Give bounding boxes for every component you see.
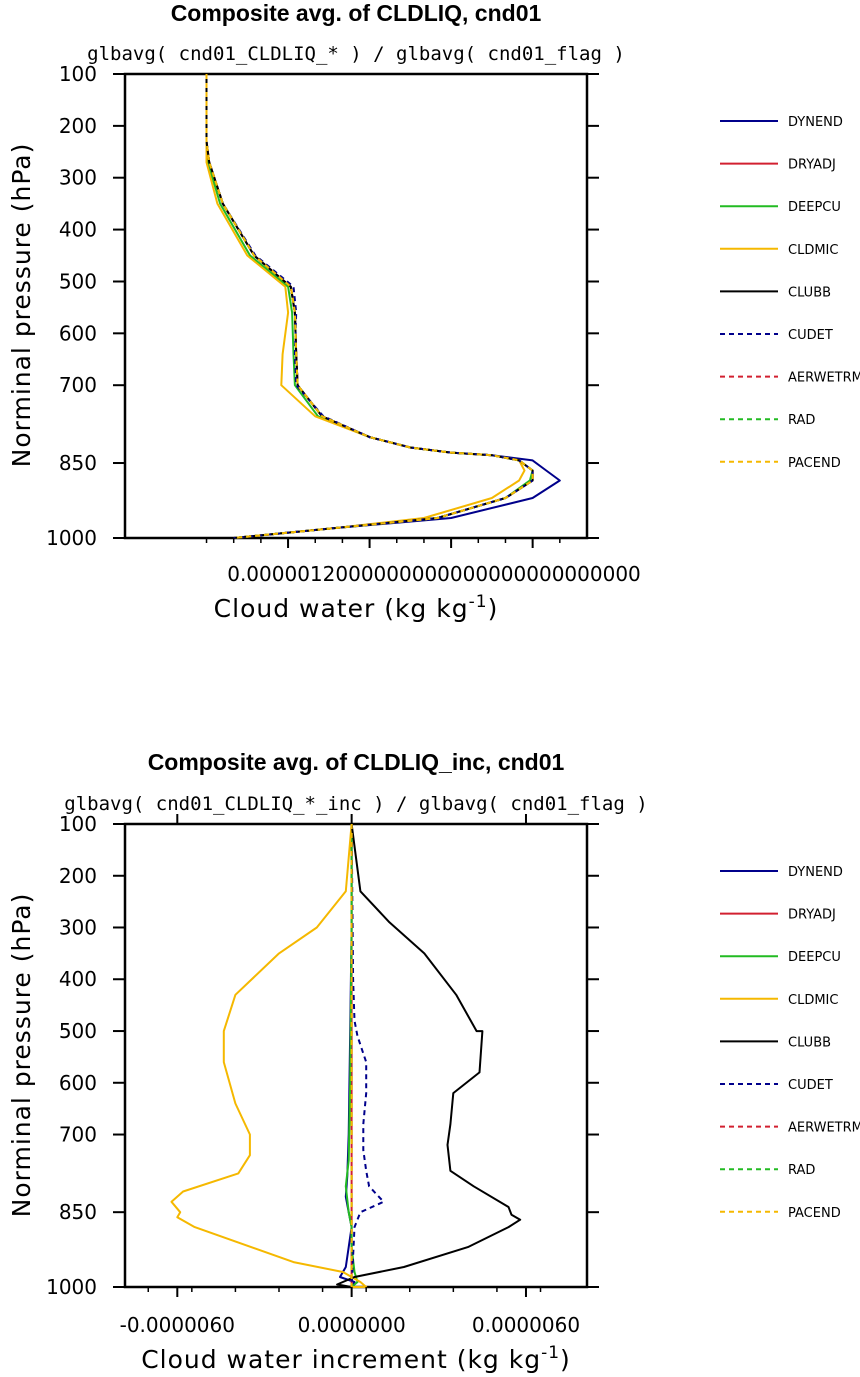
legend-label: RAD xyxy=(788,413,815,428)
legend-label: PACEND xyxy=(788,456,841,471)
axes-frame xyxy=(123,72,589,540)
bottom-panel: Composite avg. of CLDLIQ_inc, cnd01 glba… xyxy=(7,749,860,1374)
y-tick-label: 100 xyxy=(59,812,97,836)
y-axis-label: Norminal pressure (hPa) xyxy=(7,893,36,1218)
y-tick-labels: 100 200 300 400 500 600 700 850 1000 xyxy=(46,812,599,1299)
legend-label: DRYADJ xyxy=(788,158,836,173)
legend: DYNEND DRYADJ DEEPCU CLDMIC CLUBB CUDET AERWET… xyxy=(720,865,860,1221)
top-panel: Composite avg. of CLDLIQ, cnd01 glbavg( … xyxy=(7,0,860,623)
legend: DYNEND DRYADJ DEEPCU CLDMIC CLUBB CUDET AERWET… xyxy=(720,115,860,471)
series-line-cldmic xyxy=(170,823,368,1288)
plot-frame xyxy=(123,72,589,540)
y-tick-label: 400 xyxy=(59,218,97,242)
x-tick-labels: -0.0000060 0.0000000 0.0000060 xyxy=(120,814,580,1337)
y-tick-labels: 100 200 300 400 500 600 700 850 1000 xyxy=(46,62,599,550)
chart-title: Composite avg. of CLDLIQ_inc, cnd01 xyxy=(148,749,565,775)
chart-subtitle: glbavg( cnd01_CLDLIQ_*_inc ) / glbavg( c… xyxy=(64,793,647,815)
y-tick-label: 700 xyxy=(59,1123,97,1147)
legend-label: AERWETRM xyxy=(788,371,860,386)
series-line-cudet xyxy=(205,74,534,539)
y-tick-label: 400 xyxy=(59,967,97,991)
series-line-rad xyxy=(205,74,534,539)
legend-label: DYNEND xyxy=(788,865,843,880)
legend-label: DRYADJ xyxy=(788,908,836,923)
series-line-deepcu xyxy=(205,74,534,539)
x-axis-label-main: Cloud water increment (kg kg xyxy=(141,1345,541,1374)
y-tick-label: 500 xyxy=(59,270,97,294)
series-line-dynend xyxy=(205,74,561,539)
legend-label: RAD xyxy=(788,1163,815,1178)
y-tick-label: 200 xyxy=(59,864,97,888)
x-axis-label: Cloud water increment (kg kg-1) xyxy=(141,1343,571,1374)
series-group xyxy=(170,823,522,1288)
chart-subtitle: glbavg( cnd01_CLDLIQ_* ) / glbavg( cnd01… xyxy=(87,43,625,65)
series-line-dryadj xyxy=(205,74,534,539)
y-tick-label: 200 xyxy=(59,114,97,138)
legend-label: DEEPCU xyxy=(788,950,841,965)
y-tick-label: 1000 xyxy=(46,526,97,550)
legend-label: CLDMIC xyxy=(788,243,838,258)
chart-title: Composite avg. of CLDLIQ, cnd01 xyxy=(171,0,542,26)
x-axis-label-end: ) xyxy=(488,594,499,623)
x-axis-label-end: ) xyxy=(560,1345,571,1374)
x-tick-label: 0.0000060 xyxy=(472,1313,580,1337)
x-axis-label-sup: -1 xyxy=(541,1343,560,1363)
x-axis-label-sup: -1 xyxy=(469,592,488,612)
legend-label: CUDET xyxy=(788,1078,833,1093)
series-line-pacend xyxy=(205,74,534,539)
series-line-cldmic xyxy=(205,74,526,539)
legend-label: CUDET xyxy=(788,328,833,343)
legend-label: PACEND xyxy=(788,1206,841,1221)
series-line-aerwetrm xyxy=(205,74,534,539)
y-tick-label: 300 xyxy=(59,915,97,939)
x-tick-labels: 0.0000012000000000000000000000000 xyxy=(205,538,641,586)
y-tick-label: 850 xyxy=(59,1200,97,1224)
y-tick-label: 700 xyxy=(59,373,97,397)
legend-label: CLDMIC xyxy=(788,993,838,1008)
y-tick-label: 600 xyxy=(59,1071,97,1095)
legend-label: DEEPCU xyxy=(788,200,841,215)
y-tick-label: 850 xyxy=(59,451,97,475)
series-line-clubb xyxy=(205,74,534,539)
legend-label: AERWETRM xyxy=(788,1121,860,1136)
legend-label: CLUBB xyxy=(788,285,831,300)
x-axis-label: Cloud water (kg kg-1) xyxy=(214,592,499,623)
legend-label: DYNEND xyxy=(788,115,843,130)
y-tick-label: 1000 xyxy=(46,1275,97,1299)
legend-label: CLUBB xyxy=(788,1035,831,1050)
x-tick-label: 0.0000000 xyxy=(298,1313,406,1337)
series-group xyxy=(205,74,561,539)
y-tick-label: 500 xyxy=(59,1019,97,1043)
series-line-clubb xyxy=(336,823,522,1288)
y-tick-label: 100 xyxy=(59,62,97,86)
y-tick-label: 600 xyxy=(59,321,97,345)
y-tick-label: 300 xyxy=(59,166,97,190)
x-tick-label: 0.0000012000000000000000000000000 xyxy=(227,562,641,586)
x-axis-label-main: Cloud water (kg kg xyxy=(214,594,469,623)
y-axis-label: Norminal pressure (hPa) xyxy=(7,143,36,468)
x-tick-label: -0.0000060 xyxy=(120,1313,235,1337)
series-line-cudet xyxy=(350,823,385,1288)
